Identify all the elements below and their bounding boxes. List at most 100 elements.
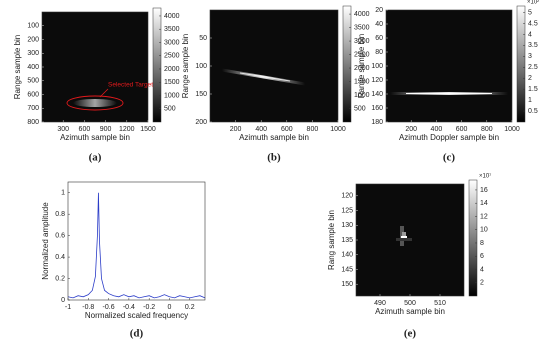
x-tick-label: 800 bbox=[481, 126, 493, 133]
x-tick-label: -0.4 bbox=[123, 304, 135, 311]
image-glow bbox=[73, 99, 117, 107]
x-tick-label: 200 bbox=[405, 126, 417, 133]
y-axis-label: Range sample bin bbox=[357, 34, 366, 98]
image bbox=[386, 10, 512, 122]
y-tick-label: 120 bbox=[371, 77, 383, 84]
x-axis-label: Azimuth sample bin bbox=[60, 133, 130, 142]
y-tick-label: 100 bbox=[27, 23, 39, 30]
target-marker bbox=[66, 95, 124, 111]
caption: (e) bbox=[404, 328, 417, 340]
y-tick-label: 500 bbox=[27, 78, 39, 85]
x-tick-label: -0.2 bbox=[143, 304, 155, 311]
colorbar-tick-label: 2500 bbox=[354, 51, 370, 58]
x-tick-label: 600 bbox=[79, 126, 91, 133]
y-tick-label: 0.6 bbox=[55, 232, 65, 239]
x-tick-label: 900 bbox=[100, 126, 112, 133]
colorbar-tick-label: 14 bbox=[480, 200, 488, 207]
colorbar bbox=[152, 7, 162, 123]
colorbar-tick-label: 3000 bbox=[164, 39, 180, 46]
x-tick-label: 800 bbox=[307, 126, 319, 133]
caption: (d) bbox=[130, 328, 144, 340]
caption: (c) bbox=[443, 152, 456, 164]
image-streak bbox=[406, 93, 492, 94]
annotation: Selected Target bbox=[108, 82, 153, 89]
colorbar-tick-label: 4.5 bbox=[528, 20, 538, 27]
image bbox=[210, 10, 338, 122]
colorbar-tick-label: 2000 bbox=[164, 66, 180, 73]
y-axis-label: Normalized amplitude bbox=[41, 202, 50, 280]
x-tick-label: 1200 bbox=[119, 126, 135, 133]
y-axis-label: Range sample bin bbox=[181, 34, 190, 98]
y-tick-label: 100 bbox=[371, 63, 383, 70]
colorbar-tick-label: 2.5 bbox=[528, 64, 538, 71]
x-axis-label: Azimuth Doppler sample bin bbox=[399, 133, 499, 142]
y-tick-label: 120 bbox=[341, 193, 353, 200]
y-tick-label: 600 bbox=[27, 91, 39, 98]
annotation-arrow bbox=[99, 88, 109, 98]
colorbar-tick-label: 12 bbox=[480, 213, 488, 220]
colorbar-tick-label: 1000 bbox=[354, 92, 370, 99]
x-axis-label: Azimuth sample bin bbox=[375, 307, 445, 316]
y-tick-label: 300 bbox=[27, 50, 39, 57]
colorbar-tick-label: 3000 bbox=[354, 38, 370, 45]
colorbar bbox=[516, 5, 526, 123]
x-tick-label: 510 bbox=[434, 300, 446, 307]
x-tick-label: -1 bbox=[65, 304, 71, 311]
axes-frame bbox=[67, 181, 206, 301]
y-tick-label: 100 bbox=[195, 63, 207, 70]
colorbar-tick-label: 2 bbox=[480, 280, 484, 287]
image-streak bbox=[239, 72, 291, 82]
colorbar bbox=[342, 5, 352, 123]
x-tick-label: 300 bbox=[57, 126, 69, 133]
x-axis-label: Azimuth sample bin bbox=[239, 133, 309, 142]
colorbar-tick-label: 6 bbox=[480, 253, 484, 260]
colorbar-tick-label: 10 bbox=[480, 227, 488, 234]
plot-area bbox=[68, 182, 205, 300]
colorbar-tick-label: 3500 bbox=[354, 24, 370, 31]
y-tick-label: 130 bbox=[341, 222, 353, 229]
colorbar-tick-label: 500 bbox=[354, 105, 366, 112]
colorbar-tick-label: 3.5 bbox=[528, 42, 538, 49]
colorbar bbox=[468, 179, 478, 297]
colorbar-tick-label: 1 bbox=[528, 97, 532, 104]
colorbar-tick-label: 5 bbox=[528, 9, 532, 16]
x-tick-label: 500 bbox=[404, 300, 416, 307]
caption: (a) bbox=[89, 152, 102, 164]
colorbar-tick-label: 4000 bbox=[354, 11, 370, 18]
colorbar-tick-label: 2500 bbox=[164, 53, 180, 60]
y-tick-label: 700 bbox=[27, 105, 39, 112]
x-axis-label: Normalized scaled frequency bbox=[85, 311, 188, 320]
y-tick-label: 140 bbox=[341, 252, 353, 259]
y-tick-label: 80 bbox=[375, 49, 383, 56]
x-tick-label: 400 bbox=[255, 126, 267, 133]
y-tick-label: 140 bbox=[371, 91, 383, 98]
colorbar-tick-label: 4 bbox=[480, 266, 484, 273]
x-tick-label: 600 bbox=[456, 126, 468, 133]
y-tick-label: 0.2 bbox=[55, 275, 65, 282]
y-tick-label: 150 bbox=[341, 281, 353, 288]
y-tick-label: 1 bbox=[61, 190, 65, 197]
caption: (b) bbox=[267, 152, 281, 164]
y-tick-label: 145 bbox=[341, 266, 353, 273]
y-tick-label: 160 bbox=[371, 105, 383, 112]
colorbar-exponent: ×10⁷ bbox=[479, 173, 491, 180]
y-tick-label: 0.8 bbox=[55, 211, 65, 218]
colorbar-tick-label: 2000 bbox=[354, 65, 370, 72]
line bbox=[67, 192, 206, 299]
x-tick-label: 0.2 bbox=[185, 304, 195, 311]
y-tick-label: 40 bbox=[375, 21, 383, 28]
y-tick-label: 60 bbox=[375, 35, 383, 42]
y-tick-label: 135 bbox=[341, 237, 353, 244]
x-tick-label: 1000 bbox=[504, 126, 520, 133]
colorbar-tick-label: 3500 bbox=[164, 26, 180, 33]
x-tick-label: 1000 bbox=[330, 126, 346, 133]
y-tick-label: 200 bbox=[27, 36, 39, 43]
colorbar-tick-label: 1000 bbox=[164, 92, 180, 99]
colorbar-tick-label: 16 bbox=[480, 187, 488, 194]
x-tick-label: 600 bbox=[281, 126, 293, 133]
y-tick-label: 50 bbox=[199, 35, 207, 42]
colorbar-tick-label: 1.5 bbox=[528, 86, 538, 93]
x-tick-label: 400 bbox=[431, 126, 443, 133]
